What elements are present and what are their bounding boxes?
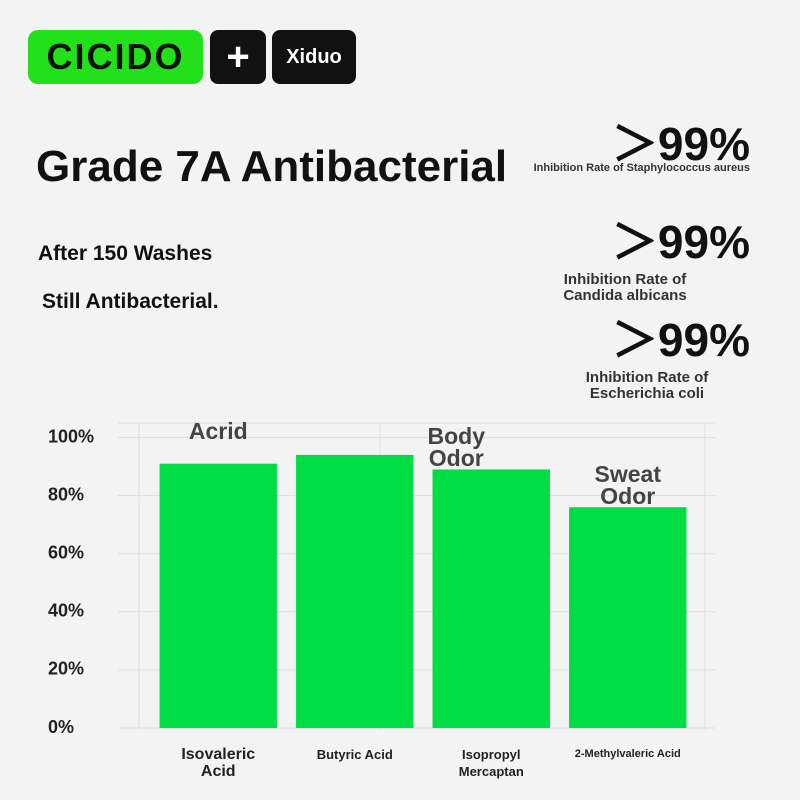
y-tick-label: 80% bbox=[48, 484, 84, 504]
subtitle: Still Antibacterial. bbox=[42, 290, 219, 313]
stat-rate: ＞99% bbox=[611, 216, 750, 268]
x-tick-label: Isopropyl Mercaptan bbox=[458, 747, 524, 779]
y-tick-label: 40% bbox=[48, 601, 84, 621]
x-tick-label: Isovaleric Acid bbox=[181, 746, 256, 780]
stat-rate: ＞99% bbox=[611, 118, 750, 170]
bar-note: Sweat Odor bbox=[594, 461, 661, 510]
connector: + bbox=[210, 30, 266, 84]
x-tick-label: 2-Methylvaleric Acid bbox=[574, 748, 681, 760]
y-tick-label: 60% bbox=[48, 542, 84, 562]
stat-label: Inhibition Rate of Escherichia coli bbox=[585, 369, 709, 402]
bar bbox=[159, 463, 277, 728]
subtitle: After 150 Washes bbox=[38, 242, 213, 265]
headline: Grade 7A Antibacterial bbox=[36, 142, 508, 191]
stat-label: Inhibition Rate of Candida albicans bbox=[563, 271, 687, 304]
stat: ＞99% Inhibition Rate of Escherichia coli bbox=[500, 304, 750, 402]
stat: ＞99% Inhibition Rate of Candida albicans bbox=[500, 206, 750, 304]
stat-rate: ＞99% bbox=[611, 314, 750, 366]
stat-label: Inhibition Rate of Staphylococcus aureus bbox=[533, 162, 750, 174]
stat: ＞99% Inhibition Rate of Staphylococcus a… bbox=[500, 108, 750, 176]
x-tick-label: Butyric Acid bbox=[316, 747, 393, 762]
y-tick-label: 0% bbox=[48, 717, 74, 737]
y-tick-label: 20% bbox=[48, 659, 84, 679]
partner-logo: Xiduo bbox=[272, 30, 356, 84]
bar bbox=[569, 507, 687, 728]
bar bbox=[296, 454, 414, 728]
brand-logo: CICIDO bbox=[28, 30, 203, 84]
bar bbox=[432, 469, 550, 728]
bar-note: Acrid bbox=[188, 417, 248, 444]
bar-note: Body Odor bbox=[427, 423, 486, 472]
y-tick-label: 100% bbox=[48, 426, 94, 446]
